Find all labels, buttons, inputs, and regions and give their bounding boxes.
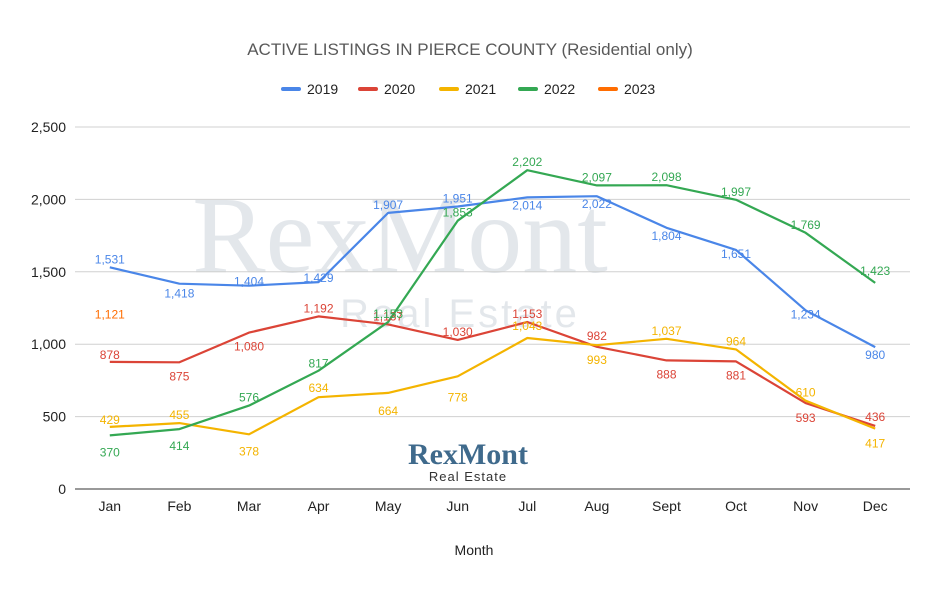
x-tick-label: Jul: [518, 498, 536, 514]
x-tick-label: Sept: [652, 498, 681, 514]
data-label-2021: 610: [796, 386, 816, 400]
data-label-2019: 2,014: [512, 198, 542, 212]
data-labels: 1,531 1,418 1,404 1,429 1,907 1,951 2,014 2,022…: [95, 155, 891, 459]
data-label-2020: 1,137: [373, 309, 403, 323]
data-label-2020: 436: [865, 410, 885, 424]
x-axis-ticks: Jan Feb Mar Apr May Jun Jul Aug Sept Oct Nov Dec: [99, 498, 888, 514]
y-tick-label: 500: [43, 409, 67, 425]
series-lines: [109, 169, 876, 437]
series-line-2020: [109, 315, 876, 427]
data-label-2021: 417: [865, 437, 885, 451]
x-tick-label: Dec: [863, 498, 888, 514]
x-tick-label: Apr: [308, 498, 330, 514]
gridlines: [75, 126, 910, 490]
x-tick-label: Feb: [167, 498, 191, 514]
data-label-2022: 817: [308, 357, 328, 371]
data-label-2021: 455: [169, 408, 189, 422]
y-tick-label: 1,500: [31, 264, 66, 280]
legend-label-2022: 2022: [544, 81, 575, 97]
logo-sub: Real Estate: [429, 469, 507, 484]
data-label-2022: 2,202: [512, 155, 542, 169]
chart-title: ACTIVE LISTINGS IN PIERCE COUNTY (Reside…: [247, 40, 693, 59]
data-label-2019: 1,951: [443, 192, 473, 206]
data-label-2020: 1,192: [303, 301, 333, 315]
data-label-2019: 1,907: [373, 198, 403, 212]
y-tick-label: 1,000: [31, 336, 66, 352]
data-label-2020: 1,080: [234, 340, 264, 354]
data-label-2021: 378: [239, 444, 259, 458]
data-label-2021: 1,037: [651, 324, 681, 338]
x-tick-label: Oct: [725, 498, 747, 514]
data-label-2021: 1,043: [512, 319, 542, 333]
data-label-2020: 982: [587, 329, 607, 343]
data-label-2021: 634: [308, 381, 328, 395]
x-tick-label: Jun: [446, 498, 469, 514]
data-label-2020: 888: [656, 367, 676, 381]
data-label-2020: 875: [169, 369, 189, 383]
data-label-2020: 881: [726, 368, 746, 382]
x-tick-label: Nov: [793, 498, 818, 514]
data-label-2022: 1,997: [721, 185, 751, 199]
series-line-2019: [109, 195, 876, 349]
data-label-2023: 1,121: [95, 308, 125, 322]
watermark-main: RexMont: [192, 174, 608, 296]
data-label-2022: 1,853: [443, 206, 473, 220]
logo-main: RexMont: [408, 438, 528, 471]
data-label-2022: 1,769: [791, 218, 821, 232]
x-axis-label: Month: [455, 542, 494, 558]
data-label-2019: 1,651: [721, 247, 751, 261]
series-line-2022: [109, 169, 876, 437]
data-label-2021: 429: [100, 413, 120, 427]
data-label-2021: 964: [726, 334, 746, 348]
data-label-2020: 593: [796, 411, 816, 425]
legend-label-2020: 2020: [384, 81, 415, 97]
y-axis-ticks: 0 500 1,000 1,500 2,000 2,500: [31, 119, 66, 497]
data-label-2022: 2,098: [651, 170, 681, 184]
data-label-2020: 1,153: [512, 307, 542, 321]
legend-label-2021: 2021: [465, 81, 496, 97]
data-label-2022: 370: [100, 445, 120, 459]
data-label-2019: 1,531: [95, 252, 125, 266]
data-label-2020: 1,030: [443, 325, 473, 339]
data-label-2019: 2,022: [582, 197, 612, 211]
data-label-2022: 2,097: [582, 170, 612, 184]
data-label-2019: 1,429: [303, 271, 333, 285]
legend-label-2019: 2019: [307, 81, 338, 97]
rexmont-logo: RexMont Real Estate: [408, 438, 528, 484]
x-tick-label: Aug: [584, 498, 609, 514]
data-label-2019: 980: [865, 348, 885, 362]
data-label-2022: 1,423: [860, 264, 890, 278]
data-label-2019: 1,418: [164, 287, 194, 301]
y-tick-label: 2,500: [31, 119, 66, 135]
data-label-2019: 1,804: [651, 229, 681, 243]
data-label-2020: 878: [100, 348, 120, 362]
data-label-2022: 576: [239, 391, 259, 405]
x-tick-label: Jan: [99, 498, 122, 514]
x-tick-label: Mar: [237, 498, 261, 514]
data-label-2019: 1,404: [234, 275, 264, 289]
y-tick-label: 2,000: [31, 191, 66, 207]
legend: 2019 2020 2021 2022 2023: [281, 81, 655, 97]
watermark: RexMont Real Estate: [192, 174, 608, 336]
data-label-2021: 993: [587, 353, 607, 367]
data-label-2021: 664: [378, 404, 398, 418]
x-tick-label: May: [375, 498, 401, 514]
series-line-2021: [109, 336, 876, 436]
data-label-2019: 1,234: [791, 307, 821, 321]
y-tick-label: 0: [58, 481, 66, 497]
legend-label-2023: 2023: [624, 81, 655, 97]
data-label-2022: 1,153: [373, 307, 403, 321]
data-label-2021: 778: [448, 390, 468, 404]
data-label-2022: 414: [169, 439, 189, 453]
